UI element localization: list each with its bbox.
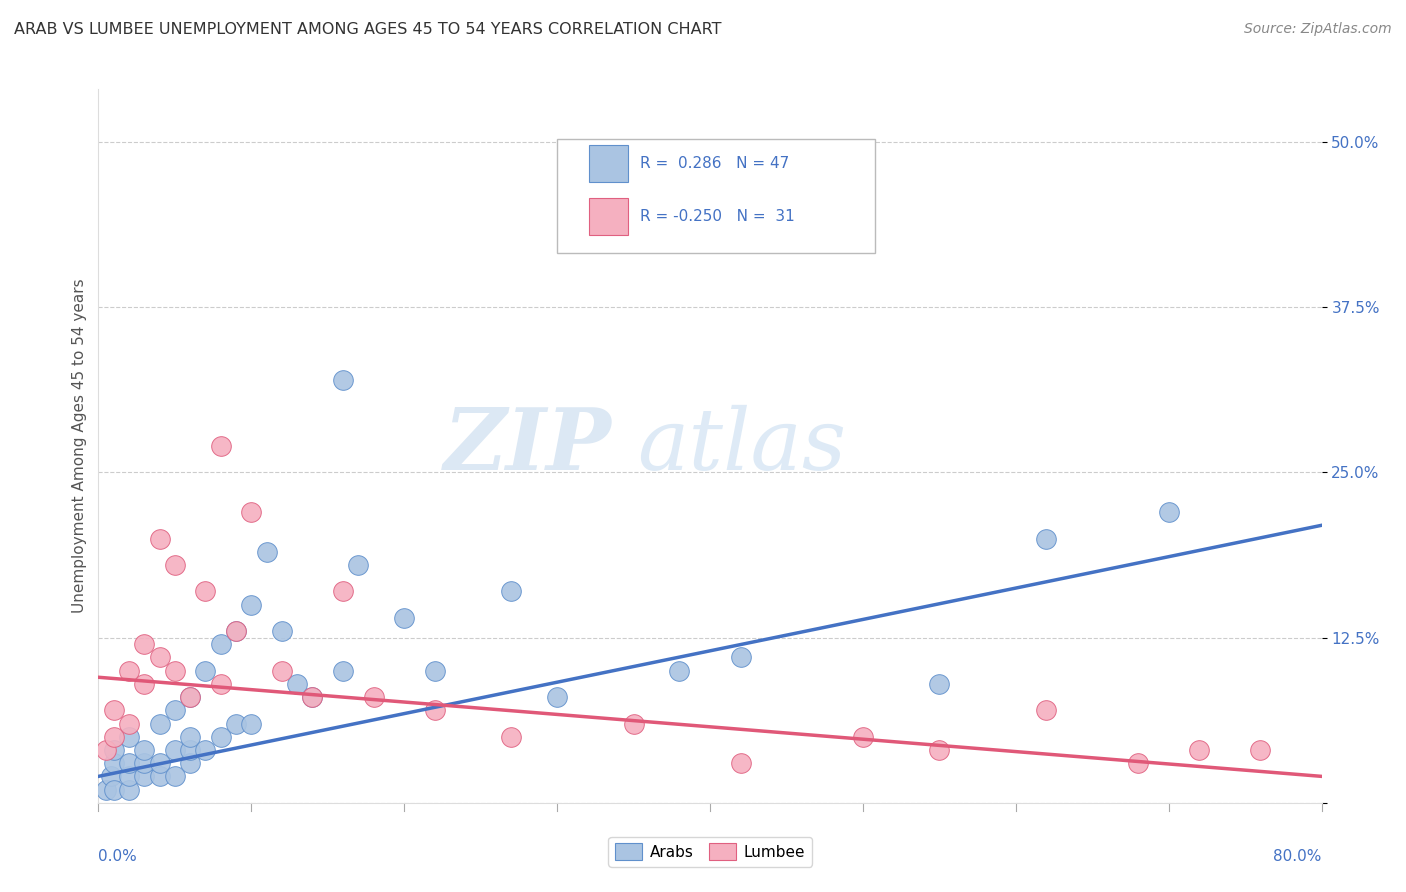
Point xyxy=(209,439,232,453)
Point xyxy=(852,730,875,744)
Point xyxy=(149,650,172,665)
Point xyxy=(118,756,141,771)
Point xyxy=(118,716,141,731)
Point xyxy=(163,558,186,572)
Point xyxy=(209,637,232,651)
Text: R = -0.250   N =  31: R = -0.250 N = 31 xyxy=(640,209,794,224)
Point xyxy=(118,730,141,744)
Text: Source: ZipAtlas.com: Source: ZipAtlas.com xyxy=(1244,22,1392,37)
Point xyxy=(149,756,172,771)
Point xyxy=(501,584,523,599)
Point xyxy=(118,664,141,678)
Point xyxy=(118,769,141,783)
Text: atlas: atlas xyxy=(637,405,846,487)
Point xyxy=(103,743,125,757)
Text: ARAB VS LUMBEE UNEMPLOYMENT AMONG AGES 45 TO 54 YEARS CORRELATION CHART: ARAB VS LUMBEE UNEMPLOYMENT AMONG AGES 4… xyxy=(14,22,721,37)
Point xyxy=(225,624,247,638)
Point xyxy=(225,624,247,638)
Point xyxy=(134,756,156,771)
Point xyxy=(103,730,125,744)
Point xyxy=(1035,532,1057,546)
Point xyxy=(363,690,385,704)
Point xyxy=(194,664,217,678)
Point xyxy=(103,782,125,797)
Point xyxy=(179,690,201,704)
Point xyxy=(392,611,416,625)
FancyBboxPatch shape xyxy=(589,145,628,182)
Point xyxy=(240,598,263,612)
Point xyxy=(149,532,172,546)
Point xyxy=(134,637,156,651)
Point xyxy=(301,690,323,704)
Point xyxy=(730,650,752,665)
Point xyxy=(928,743,950,757)
Point xyxy=(179,756,201,771)
Point xyxy=(1188,743,1211,757)
FancyBboxPatch shape xyxy=(589,198,628,235)
Legend: Arabs, Lumbee: Arabs, Lumbee xyxy=(609,837,811,866)
Point xyxy=(103,756,125,771)
Point xyxy=(1128,756,1150,771)
Point xyxy=(103,703,125,717)
Point xyxy=(194,743,217,757)
Point xyxy=(332,584,354,599)
Point xyxy=(270,664,292,678)
Point xyxy=(285,677,308,691)
Point xyxy=(179,690,201,704)
Point xyxy=(256,545,278,559)
Point xyxy=(209,730,232,744)
Point xyxy=(94,743,117,757)
Point xyxy=(423,664,446,678)
Point xyxy=(179,743,201,757)
Point xyxy=(100,769,122,783)
Point xyxy=(134,743,156,757)
Point xyxy=(730,756,752,771)
Point xyxy=(163,703,186,717)
Point xyxy=(332,373,354,387)
Point xyxy=(623,716,645,731)
Point xyxy=(240,716,263,731)
Point xyxy=(149,769,172,783)
Point xyxy=(118,782,141,797)
Point xyxy=(163,664,186,678)
Point xyxy=(423,703,446,717)
Point xyxy=(134,769,156,783)
Point xyxy=(668,664,690,678)
FancyBboxPatch shape xyxy=(557,139,875,253)
Text: 80.0%: 80.0% xyxy=(1274,849,1322,864)
Point xyxy=(94,782,117,797)
Point xyxy=(225,716,247,731)
Y-axis label: Unemployment Among Ages 45 to 54 years: Unemployment Among Ages 45 to 54 years xyxy=(72,278,87,614)
Point xyxy=(1035,703,1057,717)
Point xyxy=(149,716,172,731)
Point xyxy=(501,730,523,744)
Point xyxy=(240,505,263,519)
Point xyxy=(852,161,875,176)
Point xyxy=(347,558,370,572)
Point xyxy=(301,690,323,704)
Point xyxy=(209,677,232,691)
Point xyxy=(546,690,568,704)
Point xyxy=(1249,743,1271,757)
Point xyxy=(194,584,217,599)
Text: R =  0.286   N = 47: R = 0.286 N = 47 xyxy=(640,156,790,171)
Point xyxy=(179,730,201,744)
Point xyxy=(163,743,186,757)
Point xyxy=(270,624,292,638)
Point xyxy=(163,769,186,783)
Point xyxy=(332,664,354,678)
Text: ZIP: ZIP xyxy=(444,404,612,488)
Point xyxy=(134,677,156,691)
Point xyxy=(1157,505,1180,519)
Text: 0.0%: 0.0% xyxy=(98,849,138,864)
Point xyxy=(928,677,950,691)
